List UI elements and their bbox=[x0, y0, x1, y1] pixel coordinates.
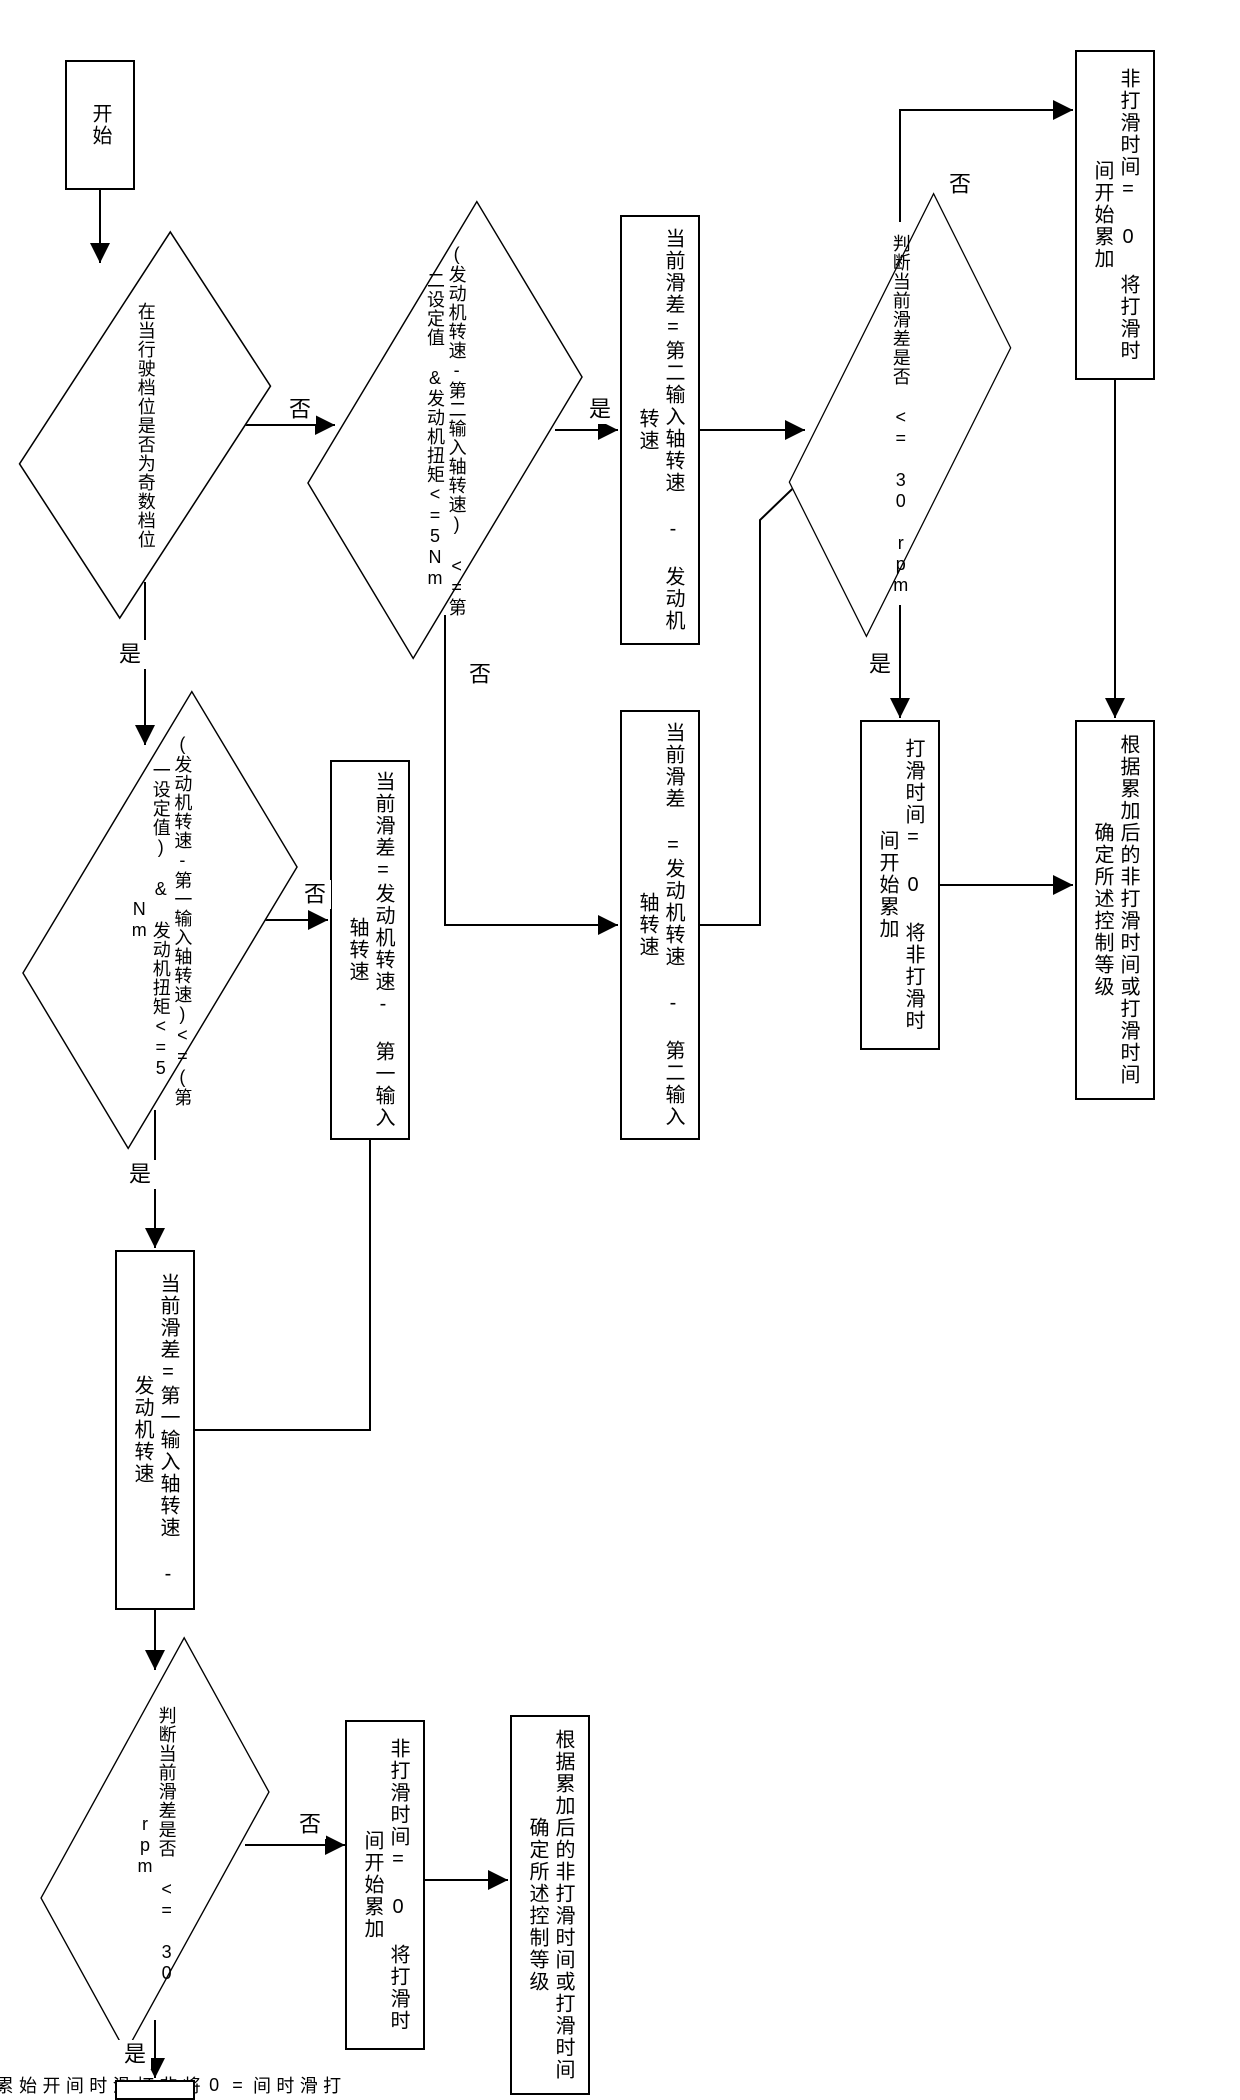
label-d2-yes: 是 bbox=[580, 395, 616, 424]
label-d3-yes: 是 bbox=[120, 1160, 156, 1189]
decision-second-input: (发动机转速-第二输入轴转速) <=第二设定值 &发动机扭矩<=5Nm bbox=[320, 230, 570, 630]
p4-label: 当前滑差=第一输入轴转速 - 发动机转速 bbox=[129, 1260, 181, 1600]
decision-odd-gear-text: 在当行驶档位是否为奇数档位 bbox=[124, 292, 166, 559]
label-d5-yes: 是 bbox=[115, 2040, 151, 2069]
label-d1-no: 否 bbox=[280, 395, 316, 424]
label-d2-no: 否 bbox=[460, 660, 496, 689]
process-slip-first-neg: 当前滑差=第一输入轴转速 - 发动机转速 bbox=[115, 1250, 195, 1610]
r3-label: 非打滑时间= 0 将打滑时间开始累加 bbox=[359, 1730, 411, 2040]
label-d4-yes: 是 bbox=[860, 650, 896, 679]
r1-label: 非打滑时间= 0 将打滑时间开始累加 bbox=[1089, 60, 1141, 370]
p1-label: 当前滑差=第二输入轴转速 - 发动机转速 bbox=[634, 225, 686, 635]
decision-slip-30-right: 判断当前滑差是否 <= 30 rpm bbox=[790, 210, 1010, 620]
p3-label: 当前滑差=发动机转速- 第一输入轴转速 bbox=[344, 770, 396, 1130]
decision-odd-gear: 在当行驶档位是否为奇数档位 bbox=[35, 260, 255, 590]
process-slip-second-neg: 当前滑差 =发动机转速 - 第二输入轴转速 bbox=[620, 710, 700, 1140]
r2-label: 打滑时间= 0 将非打滑时间开始累加 bbox=[874, 730, 926, 1040]
label-d1-yes: 是 bbox=[110, 640, 146, 669]
final-f1: 根据累加后的非打滑时间或打滑时间确定所述控制等级 bbox=[1075, 720, 1155, 1100]
decision-slip-30-bottom: 判断当前滑差是否 <= 30 rpm bbox=[45, 1660, 265, 2030]
result-r3: 非打滑时间= 0 将打滑时间开始累加 bbox=[345, 1720, 425, 2050]
label-d5-no: 否 bbox=[290, 1810, 326, 1839]
label-d4-no: 否 bbox=[940, 170, 976, 199]
p2-label: 当前滑差 =发动机转速 - 第二输入轴转速 bbox=[634, 720, 686, 1130]
result-r4-proper bbox=[115, 2080, 195, 2100]
start-node: 开始 bbox=[65, 60, 135, 190]
process-slip-first-pos: 当前滑差=发动机转速- 第一输入轴转速 bbox=[330, 760, 410, 1140]
decision-second-input-text: (发动机转速-第二输入轴转速) <=第二设定值 &发动机扭矩<=5Nm bbox=[413, 230, 476, 630]
process-slip-second-pos: 当前滑差=第二输入轴转速 - 发动机转速 bbox=[620, 215, 700, 645]
f2-label: 根据累加后的非打滑时间或打滑时间确定所述控制等级 bbox=[524, 1725, 576, 2085]
final-f2: 根据累加后的非打滑时间或打滑时间确定所述控制等级 bbox=[510, 1715, 590, 2095]
decision-first-input-text: (发动机转速-第一输入轴转速)<=(第一设定值) & 发动机扭矩<=5 Nm bbox=[118, 720, 203, 1120]
d4-text: 判断当前滑差是否 <= 30 rpm bbox=[879, 224, 921, 606]
label-d3-no: 否 bbox=[295, 880, 331, 909]
decision-first-input: (发动机转速-第一输入轴转速)<=(第一设定值) & 发动机扭矩<=5 Nm bbox=[35, 720, 285, 1120]
start-label: 开始 bbox=[87, 103, 113, 147]
result-r2: 打滑时间= 0 将非打滑时间开始累加 bbox=[860, 720, 940, 1050]
f1-label: 根据累加后的非打滑时间或打滑时间确定所述控制等级 bbox=[1089, 730, 1141, 1090]
d5-text: 判断当前滑差是否 <= 30 rpm bbox=[123, 1660, 186, 2030]
result-r1: 非打滑时间= 0 将打滑时间开始累加 bbox=[1075, 50, 1155, 380]
